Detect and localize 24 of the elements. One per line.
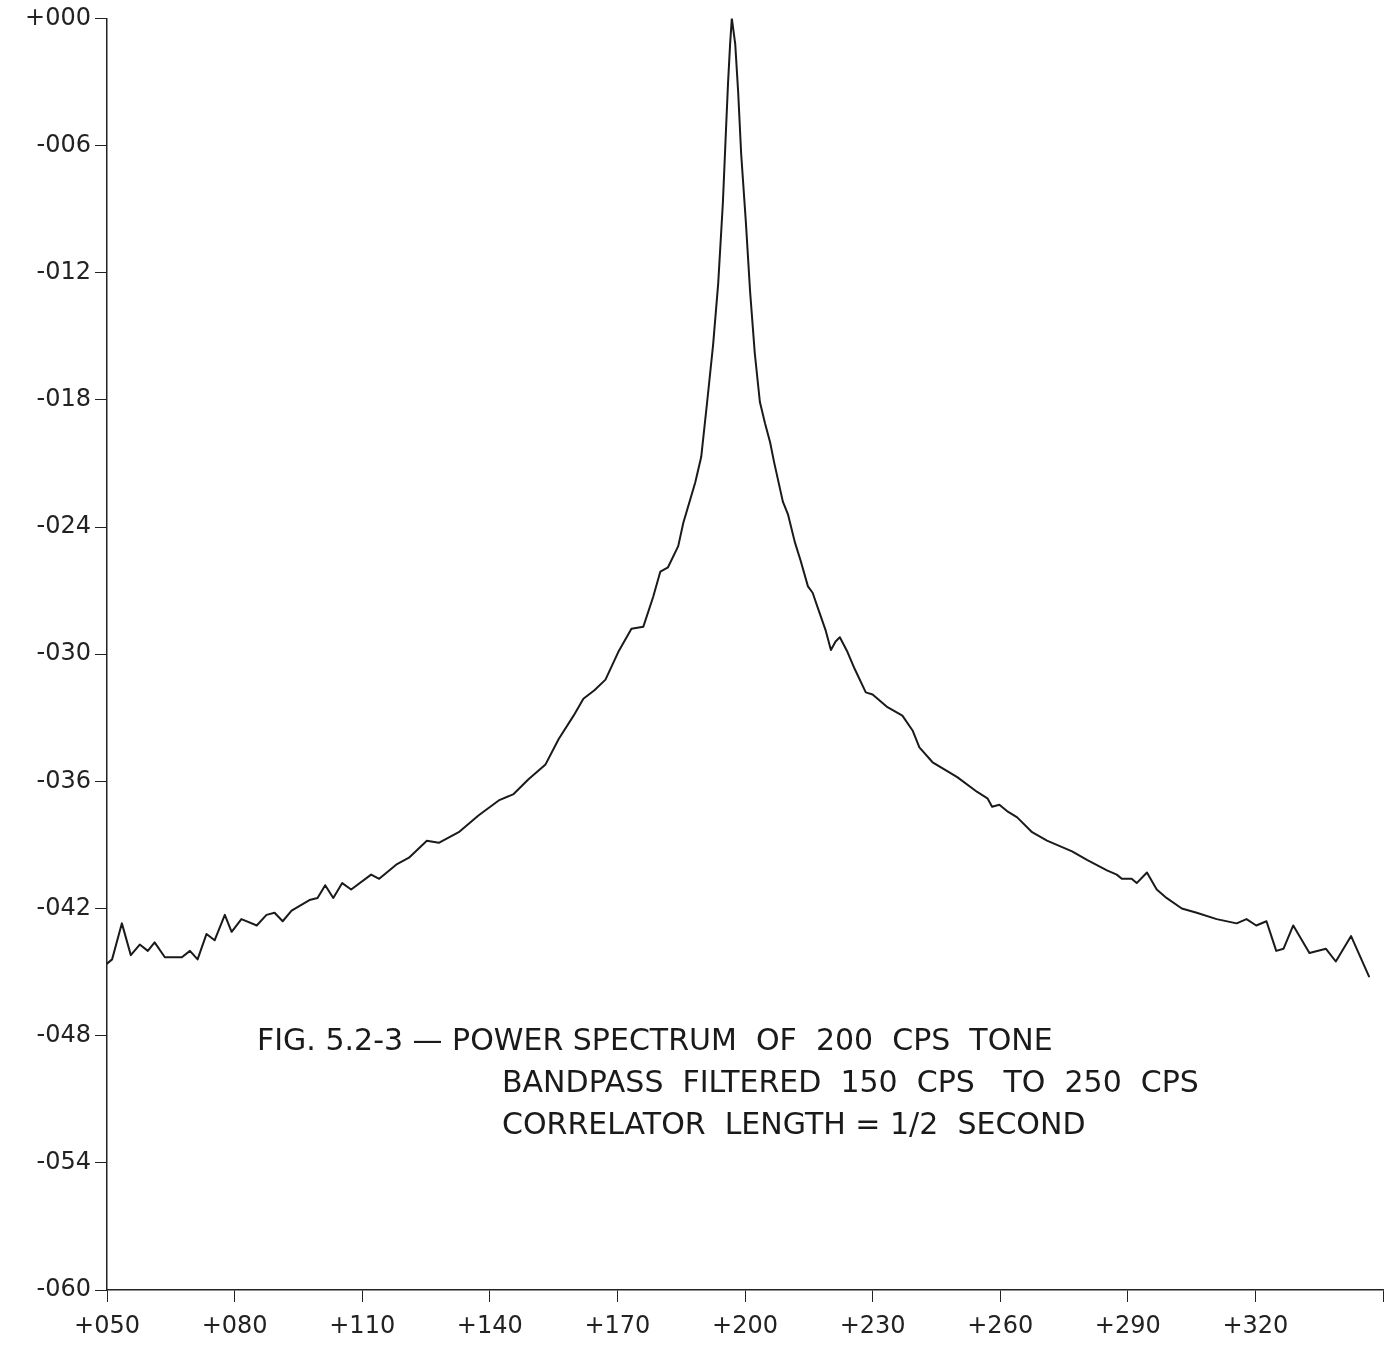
y-tick-label: -042 bbox=[36, 892, 91, 921]
y-tick-label: -048 bbox=[36, 1019, 91, 1048]
x-tick-label: +230 bbox=[839, 1310, 906, 1339]
y-tick-label: -036 bbox=[36, 765, 91, 794]
annotation: FIG. 5.2-3 — POWER SPECTRUM OF 200 CPS TONE bbox=[257, 1022, 1053, 1058]
x-tick-label: +200 bbox=[712, 1310, 778, 1339]
y-tick-label: -012 bbox=[36, 256, 91, 285]
x-tick-label: +260 bbox=[967, 1310, 1034, 1339]
x-tick-label: +140 bbox=[456, 1310, 523, 1339]
y-tick-label: -018 bbox=[36, 384, 91, 413]
y-tick-label: -030 bbox=[36, 638, 91, 667]
x-tick-label: +290 bbox=[1094, 1310, 1161, 1339]
x-tick-label: +170 bbox=[584, 1310, 651, 1339]
x-tick-label: +050 bbox=[74, 1310, 140, 1339]
y-tick-label: -054 bbox=[36, 1147, 91, 1176]
y-tick-label: -024 bbox=[36, 511, 91, 540]
annotation: CORRELATOR LENGTH = 1/2 SECOND bbox=[502, 1106, 1086, 1142]
y-tick-label: -006 bbox=[36, 129, 91, 158]
y-tick-label: +000 bbox=[25, 2, 91, 31]
x-tick-label: +320 bbox=[1222, 1310, 1289, 1339]
annotation: BANDPASS FILTERED 150 CPS TO 250 CPS bbox=[502, 1064, 1199, 1100]
x-tick-label: +080 bbox=[201, 1310, 268, 1339]
x-tick-label: +110 bbox=[329, 1310, 396, 1339]
y-tick-label: -060 bbox=[36, 1274, 91, 1303]
